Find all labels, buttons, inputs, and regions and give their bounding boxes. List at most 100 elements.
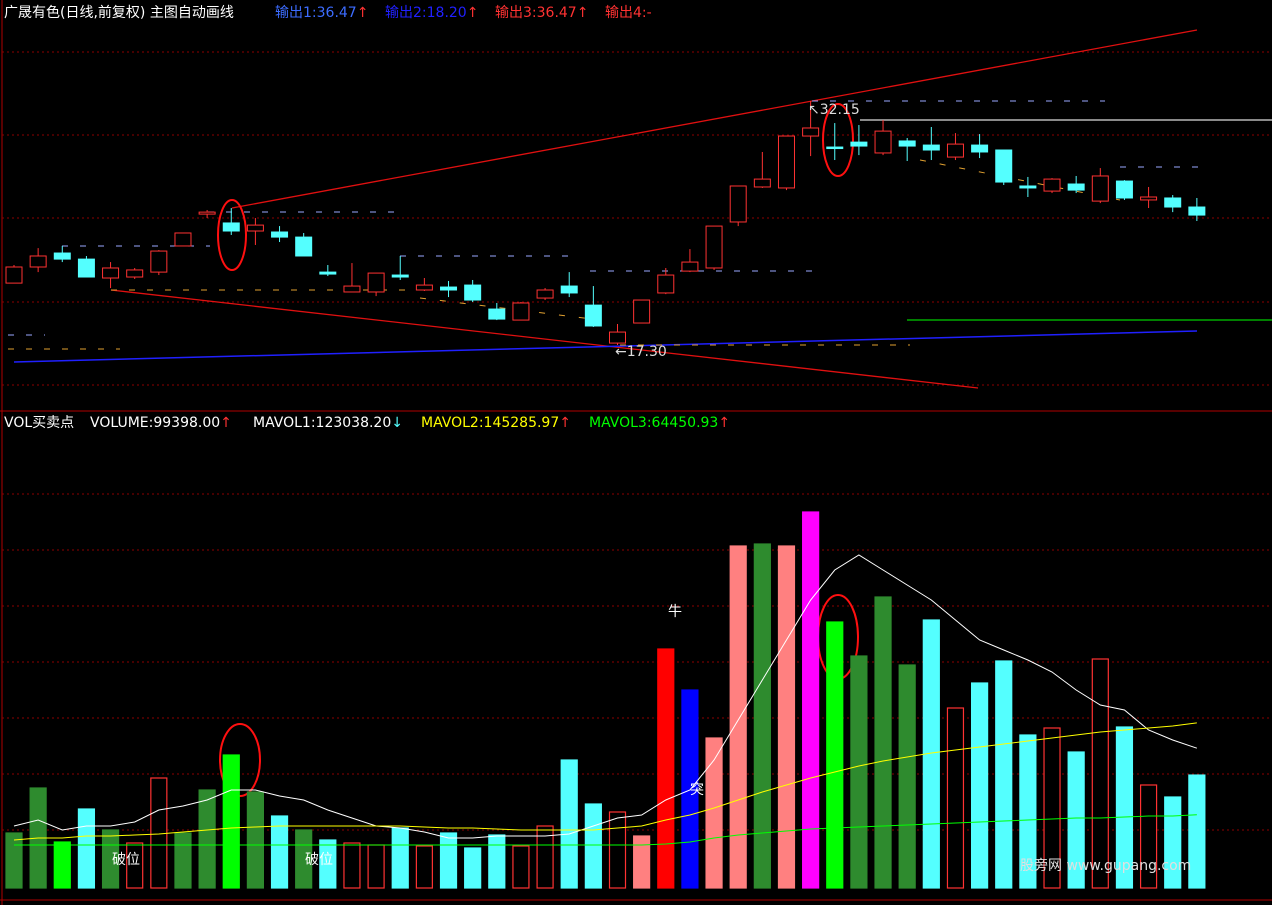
- candle-body: [826, 146, 844, 150]
- legend-entry: VOLUME:99398.00↑: [90, 415, 232, 431]
- volume-bar: [633, 835, 651, 889]
- volume-bar: [995, 660, 1013, 889]
- volume-bar: [391, 827, 409, 889]
- candle-body: [1188, 206, 1206, 216]
- legend-label: 输出1:36.47: [275, 5, 357, 21]
- candle-body: [271, 231, 289, 238]
- legend-entry: MAVOL1:123038.20↓: [253, 415, 403, 431]
- legend-arrow: ↑: [467, 5, 479, 21]
- candle-body: [150, 250, 168, 273]
- volume-bar: [464, 847, 482, 889]
- volume-bar: [1019, 734, 1037, 889]
- volume-bar: [970, 682, 989, 889]
- legend-entry: MAVOL3:64450.93↑: [589, 415, 730, 431]
- candle-body: [922, 144, 940, 151]
- volume-bar: [681, 689, 699, 889]
- legend-label: MAVOL3:64450.93: [589, 415, 718, 431]
- volume-bar: [874, 596, 892, 889]
- legend-arrow: ↑: [559, 415, 571, 431]
- volume-bar: [584, 803, 602, 889]
- legend-arrow: ↑: [577, 5, 589, 21]
- volume-bar: [608, 811, 627, 889]
- volume-bar: [198, 789, 216, 889]
- candle-body: [609, 331, 626, 344]
- volume-bar: [898, 664, 916, 889]
- volume-bar: [53, 841, 71, 889]
- ma-line: [14, 814, 1197, 846]
- volume-bar: [512, 845, 530, 889]
- legend-entry: MAVOL2:145285.97↑: [421, 415, 571, 431]
- candle-body: [319, 271, 337, 275]
- candle-body: [1019, 185, 1037, 189]
- candle-body: [705, 225, 723, 269]
- volume-bar: [77, 808, 96, 889]
- trend-line: [13, 330, 1198, 363]
- volume-bar: [826, 621, 844, 889]
- candle-body: [1115, 180, 1133, 199]
- volume-annotation: 突: [690, 782, 704, 798]
- volume-annotation: 牛: [668, 604, 682, 620]
- volume-bar: [150, 777, 168, 889]
- volume-bar: [488, 834, 506, 889]
- candle-body: [343, 285, 361, 293]
- volume-bar: [343, 842, 361, 889]
- candle-body: [850, 141, 868, 147]
- volume-bar: [946, 707, 965, 889]
- price-annotation: ↖32.15: [808, 102, 860, 118]
- trend-line: [110, 289, 979, 389]
- candle-body: [633, 299, 651, 324]
- candle-body: [946, 143, 964, 158]
- candle-body: [77, 258, 95, 278]
- candle-body: [29, 255, 47, 268]
- volume-bar: [1115, 726, 1134, 889]
- marks: [5, 101, 1206, 889]
- candle-body: [753, 178, 771, 188]
- volume-bar: [270, 815, 289, 889]
- legend-entry: 输出3:36.47↑: [495, 5, 588, 21]
- legend-label: 输出4:-: [605, 5, 652, 21]
- candle-body: [5, 266, 23, 284]
- candle-body: [995, 149, 1013, 183]
- candle-body: [1043, 178, 1061, 192]
- volume-bar: [174, 832, 192, 889]
- legend-entry: 输出4:-: [605, 5, 652, 21]
- dashed-level: [419, 297, 601, 321]
- legend-label: MAVOL2:145285.97: [421, 415, 559, 431]
- legend-arrow: ↑: [220, 415, 232, 431]
- ma-line: [13, 554, 1198, 839]
- volume-bar: [1043, 727, 1061, 889]
- candle-body: [971, 144, 989, 153]
- trend-line: [231, 29, 1198, 209]
- legend-arrow: ↓: [391, 415, 403, 431]
- volume-bar: [1091, 658, 1109, 889]
- grid: [2, 51, 1272, 831]
- candle-body: [174, 232, 192, 247]
- legend-label: MAVOL1:123038.20: [253, 415, 391, 431]
- panel-title: 广晟有色(日线,前复权) 主图自动画线: [4, 4, 234, 21]
- panel-title: VOL买卖点: [4, 415, 74, 431]
- legend-entry: 输出1:36.47↑: [275, 5, 368, 21]
- volume-bar: [536, 825, 554, 889]
- volume-bar: [1188, 774, 1206, 889]
- candle-body: [295, 236, 313, 257]
- volume-bar: [1067, 751, 1085, 889]
- candle-body: [874, 130, 892, 154]
- hand-circle: [822, 103, 854, 177]
- candle-body: [102, 267, 120, 279]
- legend-label: 输出3:36.47: [495, 5, 577, 21]
- volume-bar: [439, 832, 458, 889]
- candle-body: [1140, 196, 1158, 201]
- candle-body: [657, 274, 675, 294]
- candle-body: [1164, 197, 1182, 208]
- candle-body: [777, 135, 795, 189]
- legend-entry: 输出2:18.20↑: [385, 5, 478, 21]
- volume-bar: [777, 545, 796, 889]
- candle-body: [729, 185, 747, 223]
- volume-bar: [560, 759, 578, 889]
- candle-body: [246, 224, 264, 232]
- volume-bar: [729, 545, 747, 889]
- candle-body: [802, 127, 820, 137]
- candle-body: [898, 140, 916, 147]
- candle-body: [222, 222, 240, 232]
